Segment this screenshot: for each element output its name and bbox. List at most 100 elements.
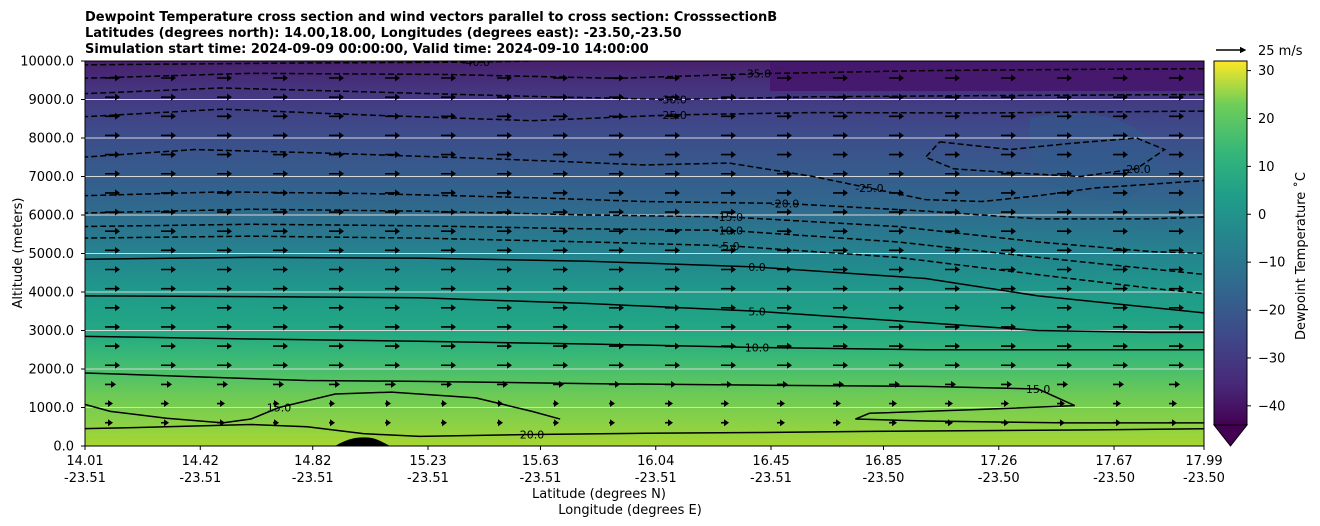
wind-vector-arrow [329,342,344,350]
wind-vector-arrow [329,323,344,331]
x-tick-label-latitude: 15.63 [522,454,559,469]
wind-vector-arrow [721,208,736,216]
wind-vector-arrow [553,227,568,235]
wind-vector-arrow [1057,112,1072,120]
colorbar-tick-label: 0 [1258,208,1266,223]
wind-vector-arrow [945,170,960,178]
x-tick-label-latitude: 16.85 [865,454,902,469]
wind-vector-arrow [1113,285,1128,293]
wind-vector-arrow [217,74,232,82]
wind-vector-arrow [721,170,736,178]
wind-vector-arrow [161,266,176,273]
wind-vector-arrow [161,246,176,254]
wind-vector-arrow [665,400,673,408]
colorbar-tick-label: 20 [1258,112,1275,127]
wind-vector-arrow [553,361,568,369]
wind-vector-arrow [665,246,680,254]
wind-vector-arrow [553,304,568,312]
wind-vector-arrow [777,189,792,197]
wind-vector-arrow [1169,323,1184,331]
wind-vector-arrow [105,131,120,139]
wind-vector-arrow [217,131,232,139]
x-tick-label-longitude: -23.51 [64,471,106,486]
wind-vector-arrow [441,227,456,235]
wind-vector-arrow [385,361,400,369]
wind-vector-arrow [441,266,456,273]
wind-vector-arrow [721,151,736,159]
wind-vector-arrow [1169,227,1184,235]
wind-vector-arrow [161,323,176,331]
wind-vector-arrow [1001,380,1012,388]
wind-vector-arrow [329,400,335,408]
wind-vector-arrow [329,112,344,120]
x-tick-label-longitude: -23.51 [407,471,449,486]
quiver-key-label: 25 m/s [1258,44,1303,59]
wind-vector-arrow [441,151,456,159]
wind-vector-arrow [1057,361,1072,369]
colorbar-tick-label: −40 [1258,399,1285,414]
wind-vector-arrow [833,304,848,312]
wind-vector-arrow [945,112,960,120]
wind-vector-arrow [777,380,788,388]
wind-vector-arrow [1001,285,1016,293]
wind-vector-arrow [1113,131,1128,139]
wind-vector-arrow [217,380,228,388]
wind-vector-arrow [105,246,120,254]
x-tick-label-latitude: 16.45 [752,454,789,469]
wind-vector-arrow [553,285,568,293]
wind-vector-arrow [161,131,176,139]
wind-vector-arrow [217,342,232,350]
wind-vector-arrow [889,323,904,331]
wind-vector-arrow [721,266,736,273]
wind-vector-arrow [721,361,736,369]
wind-vector-arrow [833,74,848,82]
wind-vector-arrow [833,227,848,235]
wind-vector-arrow [217,170,232,178]
wind-vector-arrow [889,227,904,235]
wind-vector-arrow [833,131,848,139]
wind-vector-arrow [441,74,456,82]
y-tick-label: 9000.0 [29,93,75,108]
wind-vector-arrow [1001,112,1016,120]
y-tick-label: 0.0 [53,440,74,455]
wind-vector-arrow [273,361,288,369]
wind-vector-arrow [833,151,848,159]
y-axis-label: Altitude (meters) [11,198,26,309]
wind-vector-arrow [1169,208,1184,216]
wind-vector-arrow [833,361,848,369]
wind-vector-arrow [777,112,792,120]
wind-vector-arrow [553,419,559,427]
wind-vector-arrow [441,323,456,331]
wind-vector-arrow [105,266,120,273]
wind-vector-arrow [665,170,680,178]
wind-vector-arrow [441,131,456,139]
wind-vector-arrow [441,400,447,408]
wind-vector-arrow [329,304,344,312]
wind-vector-arrow [945,189,960,197]
wind-vector-arrow [1057,285,1072,293]
wind-vector-arrow [1057,227,1072,235]
wind-vector-arrow [217,304,232,312]
wind-vector-arrow [665,285,680,293]
wind-vector-arrow [1001,208,1016,216]
wind-vector-arrow [273,112,288,120]
wind-vector-arrow [721,227,736,235]
wind-vector-arrow [385,342,400,350]
wind-vector-arrow [609,93,624,101]
wind-vector-arrow [273,227,288,235]
colorbar-tick-label: 30 [1258,64,1275,79]
wind-vector-arrow [441,246,456,254]
wind-vector-arrow [889,342,904,350]
wind-vector-arrow [777,419,785,427]
wind-vector-arrow [385,189,400,197]
wind-vector-arrow [273,93,288,101]
x-tick-label-latitude: 17.26 [980,454,1017,469]
colorbar-ticks: 30 20 10 0 −10 −20 −30 −40 [1247,64,1285,414]
wind-vector-arrow [833,189,848,197]
wind-vector-arrow [217,151,232,159]
contour-line [85,87,1204,101]
contour-label: -20.0 [1122,163,1150,176]
wind-vector-arrow [161,151,176,159]
y-tick-label: 10000.0 [20,55,74,70]
grid-lines [85,99,1204,408]
